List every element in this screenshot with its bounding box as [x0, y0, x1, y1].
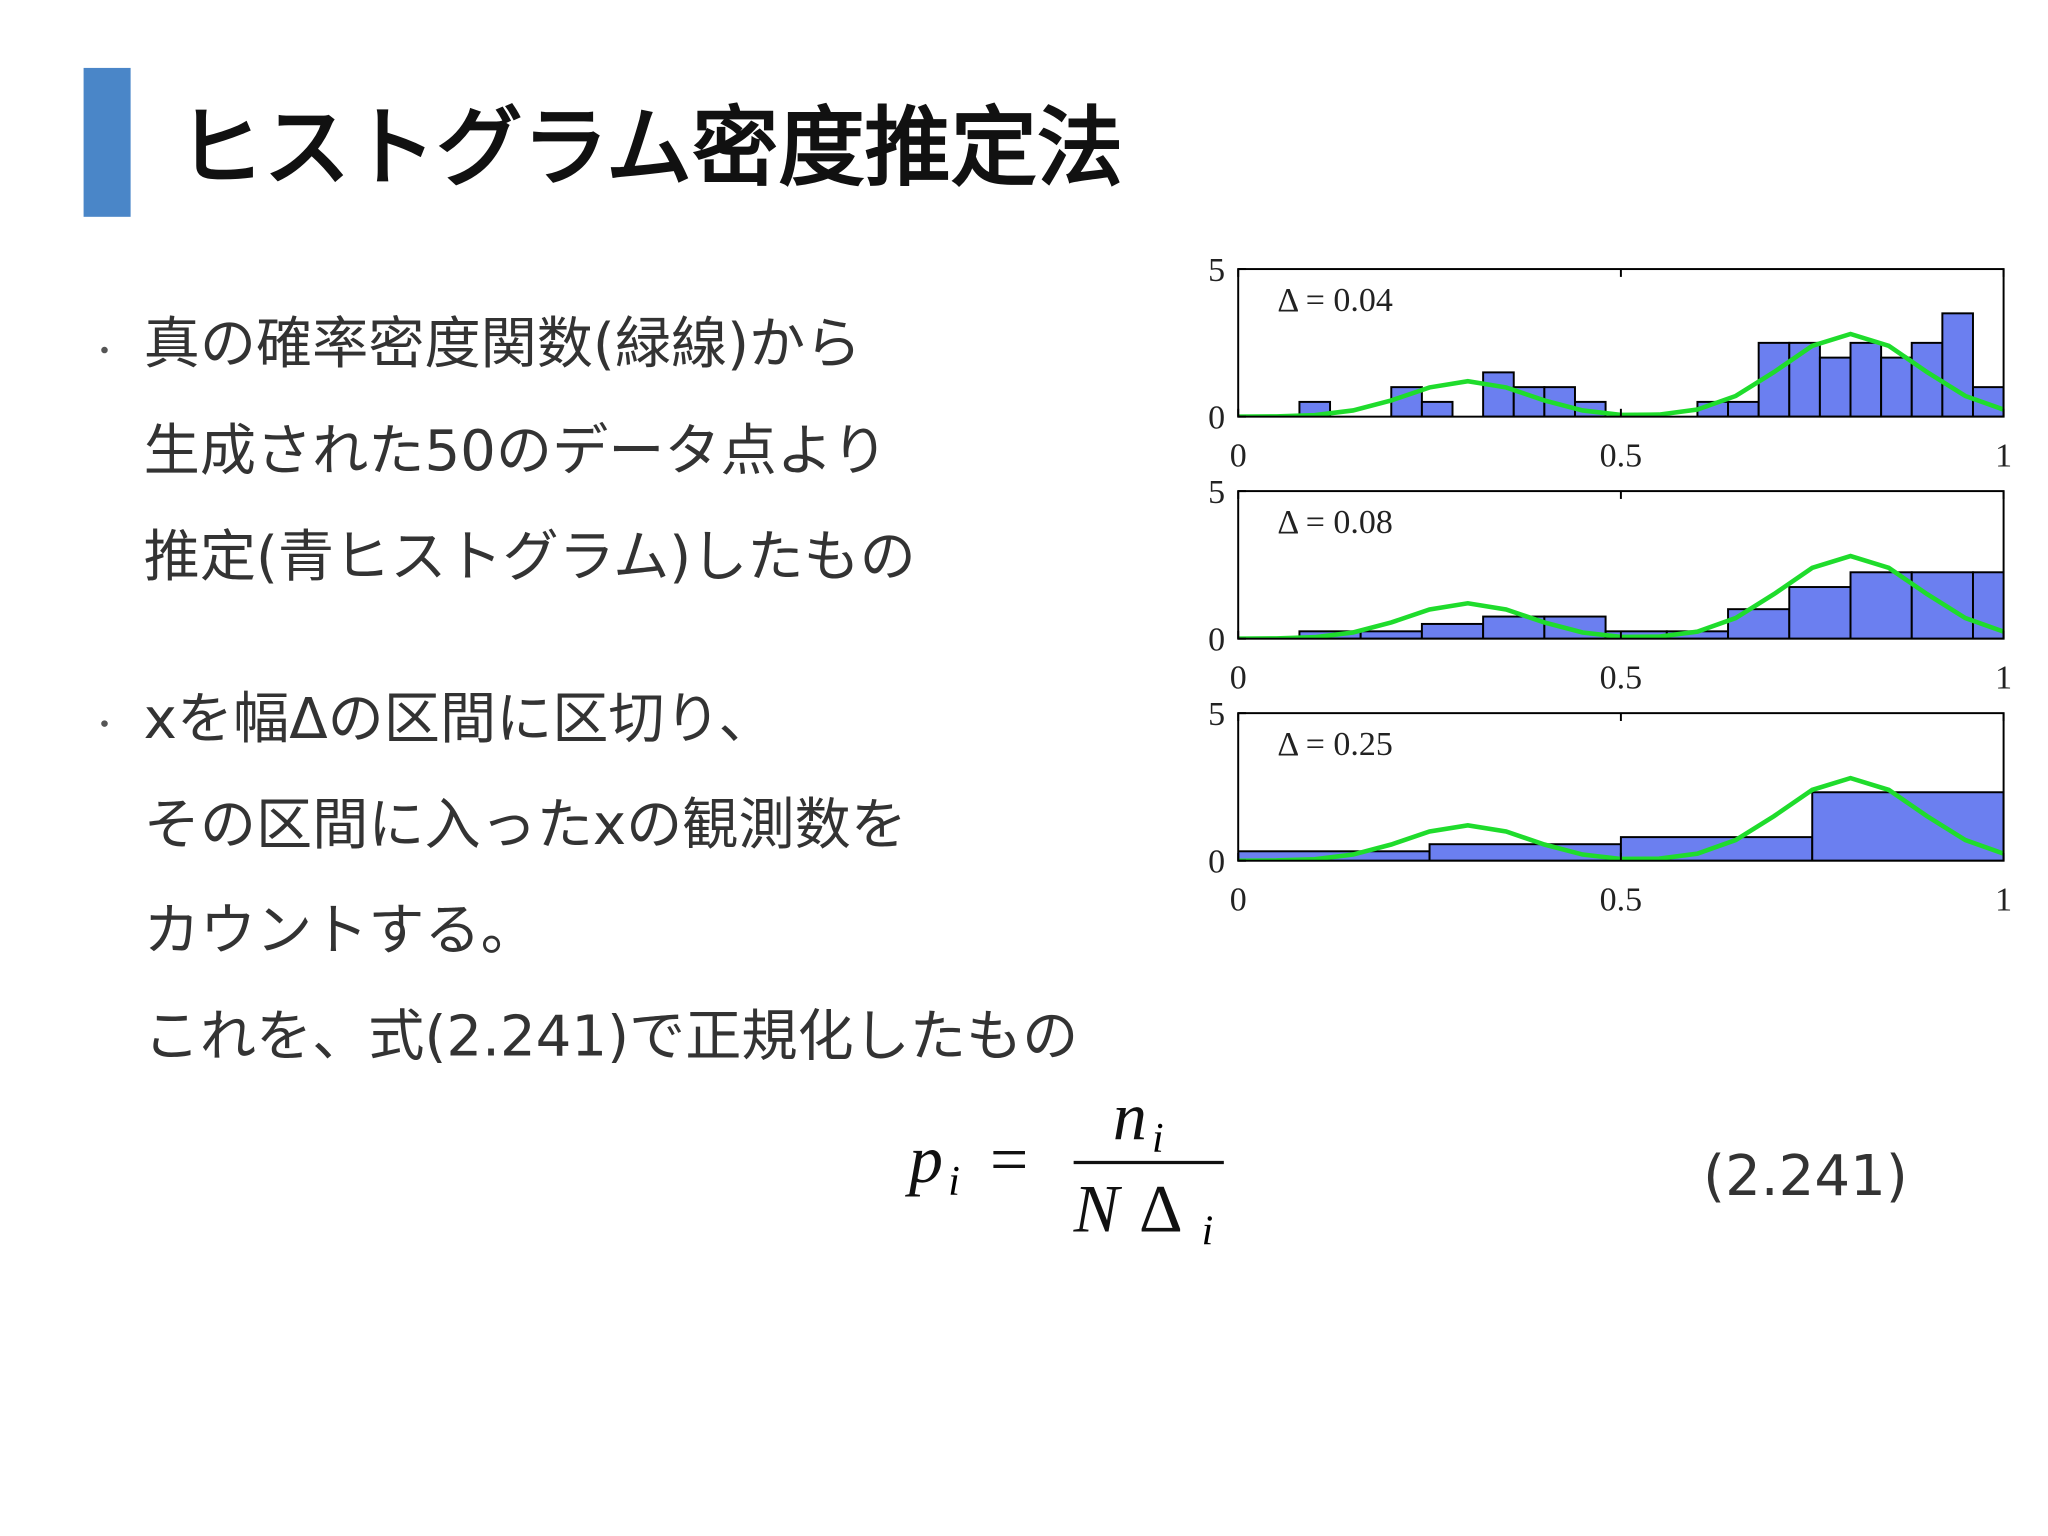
plot	[1238, 553, 2004, 639]
bullet-dot	[101, 346, 108, 354]
histogram-chart: 0 0.5 1 0 5 Δ = 0.04	[1208, 252, 2012, 474]
eq-sub: i	[1202, 1209, 1214, 1255]
bar	[1482, 371, 1515, 417]
bar	[1428, 843, 1622, 861]
bullet-line: 生成された50のデータ点より	[144, 419, 888, 484]
bar	[1727, 608, 1791, 639]
bar	[1420, 622, 1485, 639]
slide-title: ヒストグラム密度推定法	[178, 99, 1123, 199]
bullet-dot	[101, 720, 108, 727]
bar	[1359, 630, 1423, 639]
x-tick-label: 1	[1995, 437, 2012, 474]
y-tick-label: 5	[1208, 696, 1225, 733]
y-tick-label: 5	[1208, 252, 1225, 289]
eq-sub: i	[948, 1159, 960, 1205]
bar	[1849, 341, 1883, 417]
bar	[1849, 571, 1913, 639]
bullet-line: 真の確率密度関数(緑線)から	[144, 312, 862, 377]
x-tick-label: 0.5	[1600, 437, 1642, 474]
eq-denominator: N	[1073, 1171, 1123, 1247]
equation: p i = n i N Δ i (2.241)	[905, 1078, 1908, 1255]
y-tick-label: 0	[1208, 399, 1225, 436]
x-tick-label: 0	[1230, 881, 1247, 918]
bar	[1818, 356, 1852, 417]
annotation: Δ = 0.25	[1277, 726, 1392, 763]
title-accent	[83, 67, 131, 217]
eq-sub: i	[1152, 1116, 1164, 1162]
x-tick-label: 0	[1230, 437, 1247, 474]
eq-lhs: p	[905, 1121, 943, 1197]
x-tick-label: 0.5	[1600, 881, 1642, 918]
eq-denominator: Δ	[1139, 1171, 1183, 1247]
eq-number: (2.241)	[1703, 1144, 1908, 1209]
bullet-line: その区間に入ったxの観測数を	[144, 793, 907, 858]
y-tick-label: 0	[1208, 843, 1225, 880]
bullet-line: これを、式(2.241)で正規化したもの	[144, 1004, 1079, 1069]
x-tick-label: 1	[1995, 659, 2012, 696]
x-tick-label: 0	[1230, 659, 1247, 696]
plot	[1238, 775, 2004, 861]
bar	[1941, 312, 1974, 417]
annotation: Δ = 0.04	[1277, 282, 1392, 319]
eq-numerator: n	[1113, 1078, 1147, 1154]
bar	[1788, 341, 1821, 417]
bar	[1880, 356, 1913, 417]
annotation: Δ = 0.08	[1277, 504, 1392, 541]
y-tick-label: 5	[1208, 474, 1225, 511]
bullet-line: xを幅Δの区間に区切り、	[144, 687, 775, 752]
histogram-chart: 0 0.5 1 0 5 Δ = 0.25	[1208, 696, 2012, 918]
y-tick-label: 0	[1208, 621, 1225, 658]
bar	[1727, 400, 1760, 417]
bullet-line: 推定(青ヒストグラム)したもの	[144, 525, 916, 590]
bar	[1788, 586, 1852, 639]
x-tick-label: 0.5	[1600, 659, 1642, 696]
x-tick-label: 1	[1995, 881, 2012, 918]
histogram-chart: 0 0.5 1 0 5 Δ = 0.08	[1208, 474, 2012, 696]
bullet-line: カウントする。	[144, 899, 537, 964]
bar	[1420, 400, 1454, 417]
eq-relation: =	[990, 1121, 1028, 1197]
